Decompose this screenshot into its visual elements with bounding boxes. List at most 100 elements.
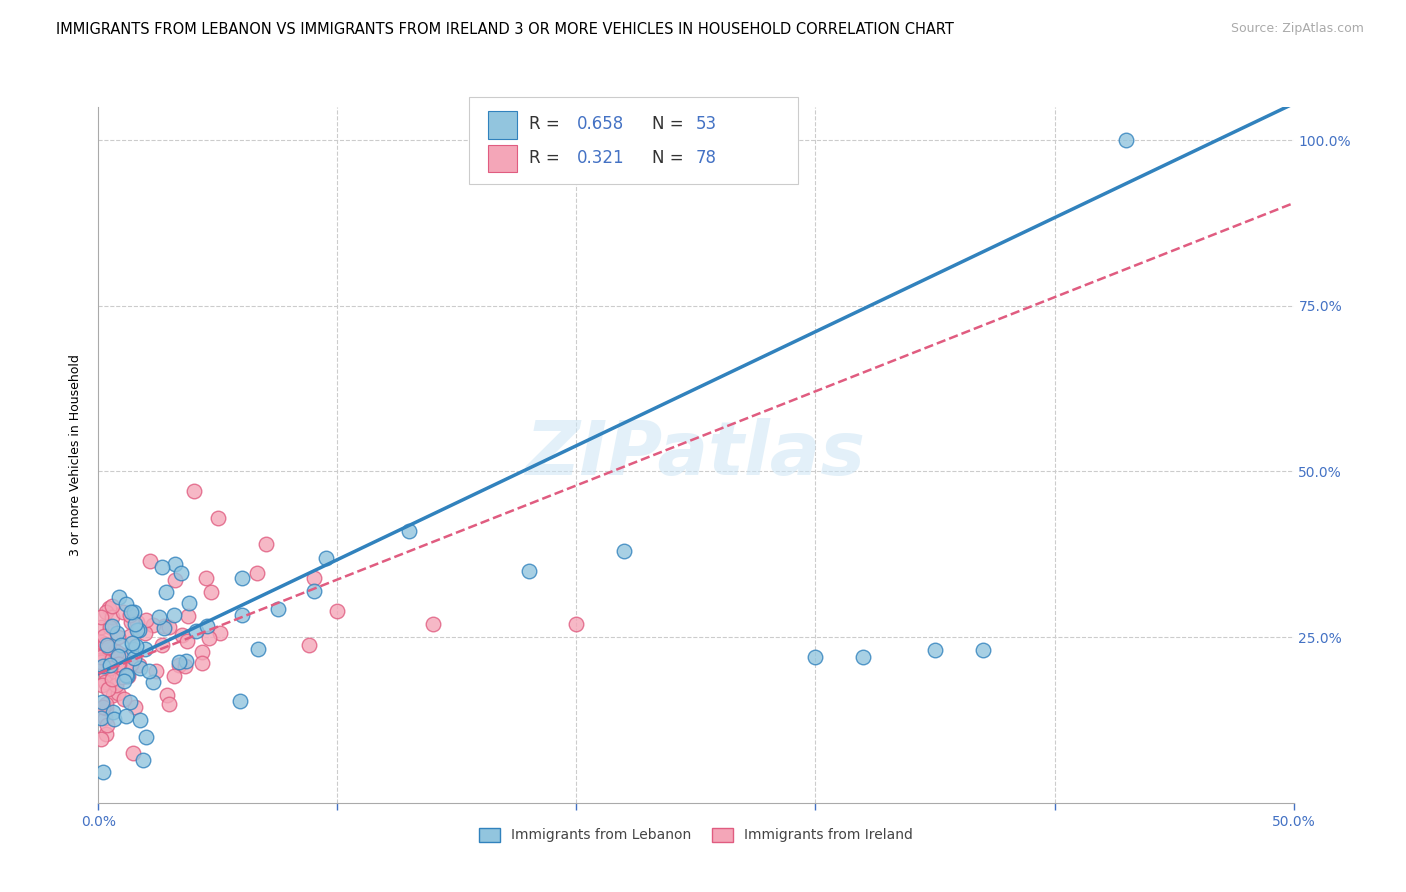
Point bbox=[98, 620, 121, 634]
Point bbox=[139, 554, 162, 568]
Point bbox=[101, 618, 124, 632]
Point bbox=[90, 655, 112, 669]
Text: 53: 53 bbox=[696, 115, 717, 134]
Point bbox=[103, 712, 125, 726]
Text: N =: N = bbox=[652, 115, 689, 134]
Point bbox=[97, 640, 120, 655]
Point bbox=[155, 585, 177, 599]
Point bbox=[135, 730, 157, 744]
Point bbox=[125, 639, 148, 653]
Point bbox=[207, 511, 229, 525]
Point bbox=[105, 625, 128, 640]
Point bbox=[208, 626, 231, 640]
Point bbox=[96, 718, 118, 732]
Point bbox=[90, 678, 112, 692]
Point bbox=[98, 658, 121, 673]
Point bbox=[98, 600, 121, 615]
Point bbox=[105, 645, 128, 659]
Point bbox=[167, 655, 190, 669]
Y-axis label: 3 or more Vehicles in Household: 3 or more Vehicles in Household bbox=[69, 354, 83, 556]
Point bbox=[124, 651, 146, 665]
Point bbox=[326, 604, 349, 618]
Point bbox=[517, 564, 540, 578]
Point bbox=[128, 657, 150, 672]
Point bbox=[134, 641, 156, 656]
Point bbox=[111, 670, 134, 684]
Point bbox=[101, 599, 124, 613]
Point bbox=[165, 557, 187, 571]
Text: ZIPatlas: ZIPatlas bbox=[526, 418, 866, 491]
Point bbox=[91, 658, 114, 673]
Point bbox=[101, 652, 124, 666]
Point bbox=[96, 638, 118, 652]
Point bbox=[142, 674, 165, 689]
Point bbox=[108, 657, 131, 671]
Point bbox=[90, 642, 112, 657]
Point bbox=[148, 610, 170, 624]
Point bbox=[91, 700, 114, 714]
Point bbox=[120, 695, 142, 709]
Point bbox=[613, 544, 636, 558]
Point bbox=[191, 657, 214, 671]
Point bbox=[94, 697, 117, 711]
Point bbox=[107, 686, 129, 700]
Point bbox=[176, 634, 198, 648]
Point bbox=[120, 629, 142, 643]
Point bbox=[183, 484, 205, 499]
Point bbox=[804, 650, 827, 665]
Point bbox=[114, 660, 136, 674]
Text: R =: R = bbox=[529, 149, 565, 167]
Point bbox=[167, 658, 190, 673]
Point bbox=[247, 641, 270, 656]
Point bbox=[112, 692, 135, 706]
Point bbox=[115, 668, 138, 682]
Point bbox=[91, 765, 114, 780]
Point bbox=[94, 674, 117, 689]
Point bbox=[200, 584, 222, 599]
Point bbox=[97, 659, 120, 673]
Point bbox=[302, 570, 325, 584]
Point bbox=[107, 657, 129, 671]
Point bbox=[135, 613, 157, 627]
Point bbox=[107, 649, 129, 664]
Text: 0.658: 0.658 bbox=[576, 115, 624, 134]
Point bbox=[120, 615, 142, 629]
Point bbox=[229, 694, 252, 708]
Point bbox=[90, 655, 112, 669]
Point bbox=[163, 669, 186, 683]
Text: 0.321: 0.321 bbox=[576, 149, 624, 167]
Point bbox=[254, 537, 277, 551]
Point bbox=[115, 668, 138, 682]
Point bbox=[101, 705, 124, 719]
Point bbox=[124, 617, 146, 632]
Point bbox=[97, 681, 120, 696]
Point bbox=[156, 688, 179, 702]
Text: IMMIGRANTS FROM LEBANON VS IMMIGRANTS FROM IRELAND 3 OR MORE VEHICLES IN HOUSEHO: IMMIGRANTS FROM LEBANON VS IMMIGRANTS FR… bbox=[56, 22, 955, 37]
Point bbox=[90, 635, 112, 649]
Point bbox=[93, 637, 115, 651]
Point bbox=[124, 605, 146, 619]
Point bbox=[124, 700, 146, 714]
Point bbox=[231, 571, 253, 585]
Point bbox=[90, 610, 112, 624]
Point bbox=[91, 695, 114, 709]
Point bbox=[266, 601, 288, 615]
Point bbox=[101, 672, 124, 686]
Point bbox=[128, 713, 150, 727]
Point bbox=[104, 643, 127, 657]
Point bbox=[152, 559, 174, 574]
Point bbox=[153, 621, 176, 635]
Point bbox=[120, 608, 142, 623]
Point bbox=[398, 524, 420, 538]
Point bbox=[90, 711, 112, 725]
Point bbox=[298, 638, 321, 652]
Point bbox=[96, 605, 118, 619]
Point bbox=[120, 605, 142, 619]
Point bbox=[1115, 133, 1137, 147]
Point bbox=[972, 643, 994, 657]
Point bbox=[565, 616, 588, 631]
Point bbox=[125, 615, 148, 629]
Point bbox=[111, 648, 134, 662]
FancyBboxPatch shape bbox=[470, 96, 797, 184]
Point bbox=[104, 678, 127, 692]
